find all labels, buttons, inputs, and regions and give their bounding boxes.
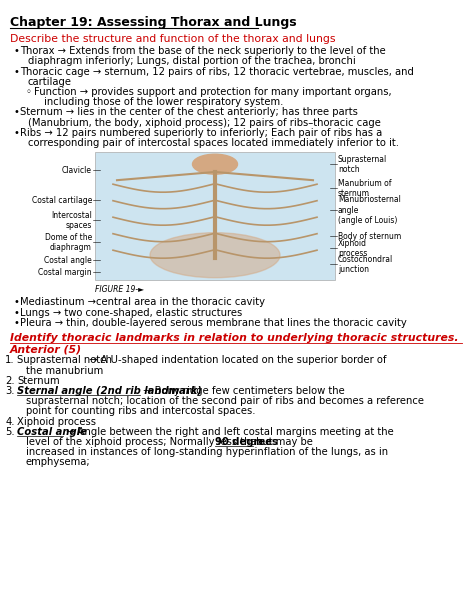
Text: Xiphoid
process: Xiphoid process bbox=[338, 238, 367, 258]
Text: diaphragm inferiorly; Lungs, distal portion of the trachea, bronchi: diaphragm inferiorly; Lungs, distal port… bbox=[28, 56, 356, 66]
Text: Mediastinum →central area in the thoracic cavity: Mediastinum →central area in the thoraci… bbox=[20, 297, 265, 307]
Text: the manubrium: the manubrium bbox=[26, 365, 103, 376]
Text: (Manubrium, the body, xiphoid process); 12 pairs of ribs–thoracic cage: (Manubrium, the body, xiphoid process); … bbox=[28, 118, 381, 128]
Text: Manubrium of
sternum: Manubrium of sternum bbox=[338, 178, 392, 198]
Text: Clavicle: Clavicle bbox=[62, 166, 92, 175]
Text: Costal angle: Costal angle bbox=[44, 256, 92, 265]
Text: •: • bbox=[14, 308, 20, 318]
Text: but may be: but may be bbox=[253, 437, 313, 447]
Text: 5.: 5. bbox=[5, 427, 15, 437]
Text: Sternum → lies in the center of the chest anteriorly; has three parts: Sternum → lies in the center of the ches… bbox=[20, 107, 358, 118]
Text: 3.: 3. bbox=[6, 386, 15, 396]
Text: Pleura → thin, double-layered serous membrane that lines the thoracic cavity: Pleura → thin, double-layered serous mem… bbox=[20, 318, 407, 328]
Text: Suprasternal notch: Suprasternal notch bbox=[17, 356, 112, 365]
Ellipse shape bbox=[192, 154, 237, 174]
Text: Chapter 19: Assessing Thorax and Lungs: Chapter 19: Assessing Thorax and Lungs bbox=[10, 16, 297, 29]
Text: 90 degrees: 90 degrees bbox=[215, 437, 277, 447]
Text: 4.: 4. bbox=[6, 417, 15, 427]
Text: FIGURE 19-►: FIGURE 19-► bbox=[95, 285, 144, 294]
Text: •: • bbox=[14, 297, 20, 307]
Text: Function → provides support and protection for many important organs,: Function → provides support and protecti… bbox=[34, 87, 392, 97]
Text: suprasternal notch; location of the second pair of ribs and becomes a reference: suprasternal notch; location of the seco… bbox=[26, 396, 424, 406]
Ellipse shape bbox=[150, 233, 280, 278]
Text: •: • bbox=[14, 107, 20, 118]
Text: → Bony ridge few centimeters below the: → Bony ridge few centimeters below the bbox=[140, 386, 345, 396]
Text: including those of the lower respiratory system.: including those of the lower respiratory… bbox=[44, 97, 283, 107]
Text: Costal cartilage: Costal cartilage bbox=[32, 196, 92, 205]
Text: Identify thoracic landmarks in relation to underlying thoracic structures.: Identify thoracic landmarks in relation … bbox=[10, 333, 458, 343]
Text: corresponding pair of intercostal spaces located immediately inferior to it.: corresponding pair of intercostal spaces… bbox=[28, 138, 399, 148]
Text: point for counting ribs and intercostal spaces.: point for counting ribs and intercostal … bbox=[26, 406, 255, 416]
Text: Costal margin: Costal margin bbox=[38, 268, 92, 276]
Text: → A U-shaped indentation located on the superior border of: → A U-shaped indentation located on the … bbox=[86, 356, 387, 365]
Text: → Angle between the right and left costal margins meeting at the: → Angle between the right and left costa… bbox=[63, 427, 394, 437]
Text: •: • bbox=[14, 318, 20, 328]
Text: emphysema;: emphysema; bbox=[26, 457, 91, 467]
Text: Dome of the
diaphragm: Dome of the diaphragm bbox=[45, 232, 92, 252]
Text: Suprasternal
notch: Suprasternal notch bbox=[338, 154, 387, 174]
Text: cartilage: cartilage bbox=[28, 77, 72, 87]
Text: Xiphoid process: Xiphoid process bbox=[17, 417, 96, 427]
Text: ◦: ◦ bbox=[26, 87, 32, 97]
Text: Costal angle: Costal angle bbox=[17, 427, 87, 437]
Text: Intercostal
spaces: Intercostal spaces bbox=[51, 210, 92, 230]
Text: •: • bbox=[14, 67, 20, 77]
Text: Thoracic cage → sternum, 12 pairs of ribs, 12 thoracic vertebrae, muscles, and: Thoracic cage → sternum, 12 pairs of rib… bbox=[20, 67, 414, 77]
Text: •: • bbox=[14, 46, 20, 56]
FancyBboxPatch shape bbox=[95, 152, 335, 280]
Text: Sternal angle (2nd rib landmark): Sternal angle (2nd rib landmark) bbox=[17, 386, 202, 396]
Text: Anterior (5): Anterior (5) bbox=[10, 345, 82, 354]
Text: increased in instances of long-standing hyperinflation of the lungs, as in: increased in instances of long-standing … bbox=[26, 447, 388, 457]
Text: Body of sternum: Body of sternum bbox=[338, 232, 401, 241]
Text: Thorax → Extends from the base of the neck superiorly to the level of the: Thorax → Extends from the base of the ne… bbox=[20, 46, 386, 56]
Text: level of the xiphoid process; Normally less than: level of the xiphoid process; Normally l… bbox=[26, 437, 266, 447]
Text: Describe the structure and function of the thorax and lungs: Describe the structure and function of t… bbox=[10, 34, 336, 44]
Text: 1.: 1. bbox=[5, 356, 15, 365]
Text: Manubriosternal
angle
(angle of Louis): Manubriosternal angle (angle of Louis) bbox=[338, 196, 401, 225]
Text: Sternum: Sternum bbox=[17, 376, 60, 386]
Text: •: • bbox=[14, 128, 20, 138]
Text: Costochondral
junction: Costochondral junction bbox=[338, 254, 393, 274]
Text: Lungs → two cone-shaped, elastic structures: Lungs → two cone-shaped, elastic structu… bbox=[20, 308, 242, 318]
Text: Ribs → 12 pairs numbered superiorly to inferiorly; Each pair of ribs has a: Ribs → 12 pairs numbered superiorly to i… bbox=[20, 128, 382, 138]
Text: 2.: 2. bbox=[5, 376, 15, 386]
